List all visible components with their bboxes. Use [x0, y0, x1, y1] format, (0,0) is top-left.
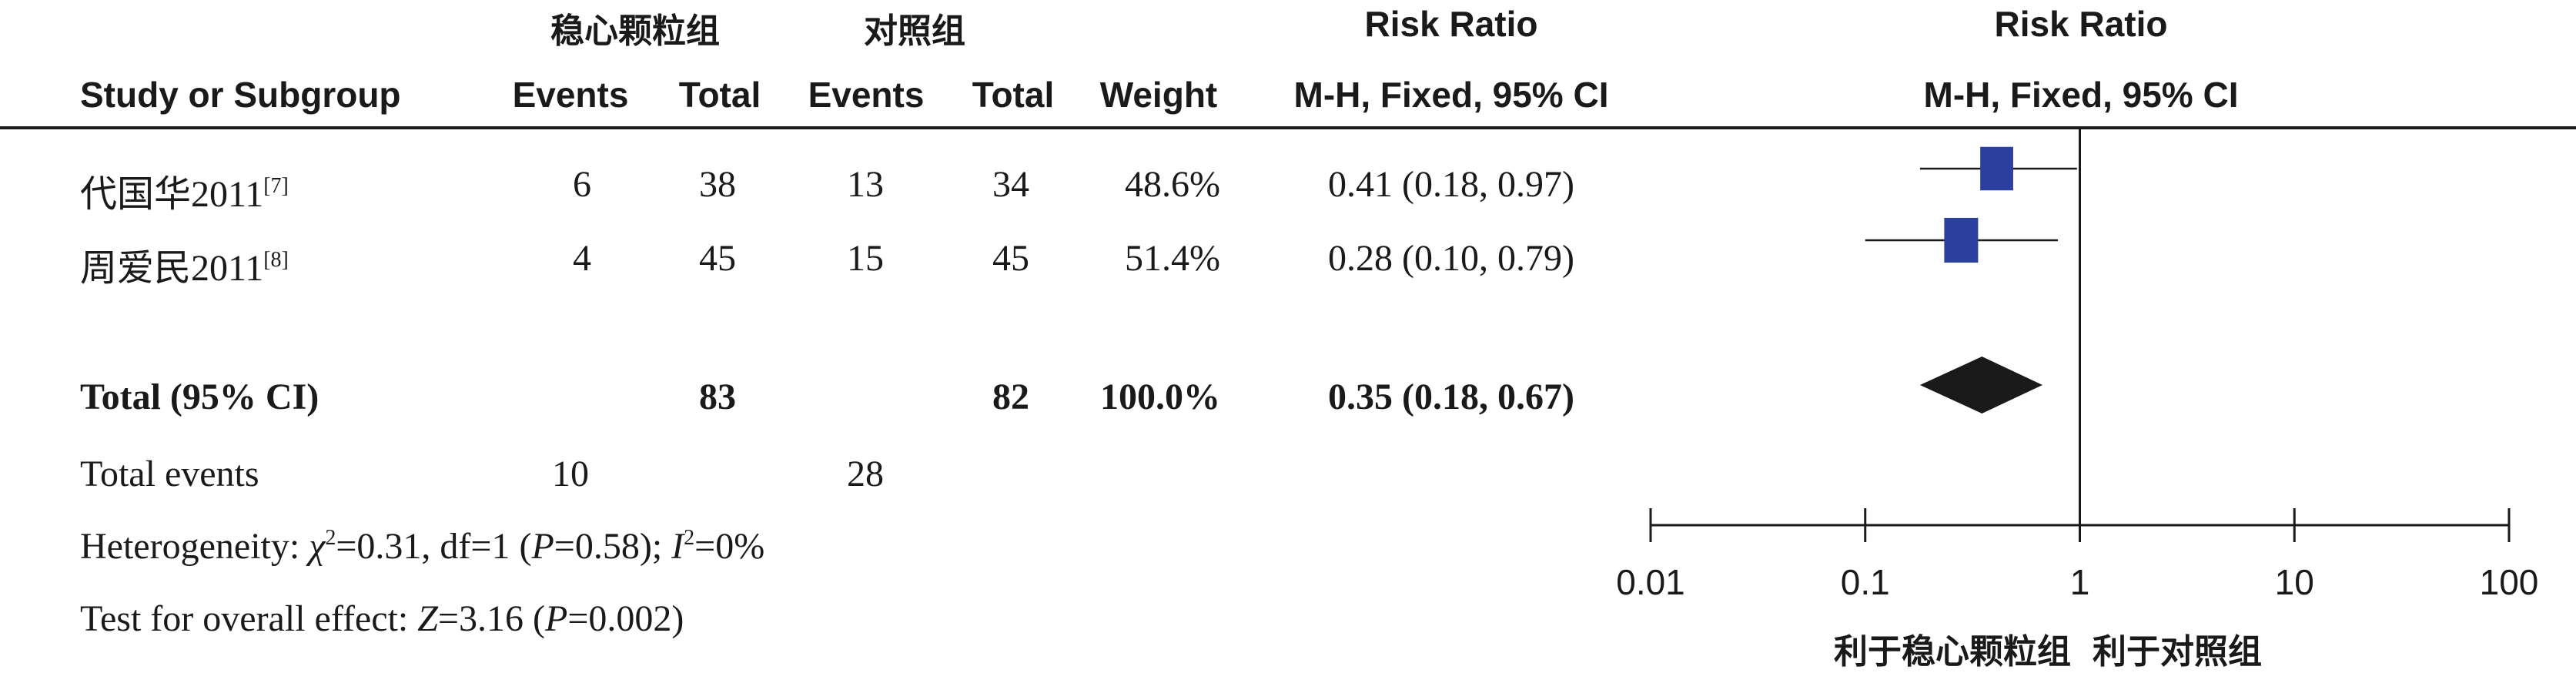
exp-events-2: 4 — [573, 238, 591, 279]
study-name-1: 代国华2011[7] — [80, 174, 289, 215]
x-tick-label: 10 — [2275, 562, 2314, 602]
risk-ratio-method-plot: M-H, Fixed, 95% CI — [1923, 75, 2239, 115]
favours-control-label: 利于对照组 — [2093, 632, 2262, 671]
weight-header: Weight — [1099, 75, 1218, 115]
group-header-control: 对照组 — [864, 12, 965, 51]
experimental-events-header: Events — [512, 75, 629, 115]
risk-ratio-title-plot: Risk Ratio — [1994, 4, 2168, 44]
heterogeneity-text: Heterogeneity: χ2=0.31, df=1 (P=0.58); I… — [80, 526, 765, 567]
ctl-events-sum: 28 — [847, 454, 884, 494]
pooled-diamond — [1919, 357, 2043, 414]
study-ref-2: [8] — [263, 248, 289, 272]
ctl-events-2: 15 — [847, 238, 884, 279]
ci-text-total: 0.35 (0.18, 0.67) — [1328, 377, 1574, 417]
risk-ratio-method-table: M-H, Fixed, 95% CI — [1293, 75, 1609, 115]
weight-2: 51.4% — [1125, 238, 1220, 279]
header-rule — [0, 126, 2576, 129]
group-header-experimental: 稳心颗粒组 — [550, 12, 720, 51]
x-tick-label: 1 — [2070, 562, 2090, 602]
x-tick-label: 0.1 — [1841, 562, 1890, 602]
x-tick-label: 0.01 — [1616, 562, 1685, 602]
study-name-2: 周爱民2011[8] — [80, 248, 289, 289]
experimental-total-header: Total — [678, 75, 761, 115]
weight-total: 100.0% — [1100, 377, 1220, 417]
total-events-label: Total events — [80, 454, 259, 494]
weight-1: 48.6% — [1125, 164, 1220, 205]
ci-text-2: 0.28 (0.10, 0.79) — [1328, 238, 1574, 279]
ctl-events-1: 13 — [847, 164, 884, 205]
exp-total-sum: 83 — [699, 377, 736, 417]
study-column-header: Study or Subgroup — [80, 75, 401, 115]
control-total-header: Total — [972, 75, 1055, 115]
total-label: Total (95% CI) — [80, 377, 319, 417]
ctl-total-2: 45 — [992, 238, 1029, 279]
x-tick-label: 100 — [2480, 562, 2539, 602]
ctl-total-sum: 82 — [992, 377, 1029, 417]
exp-events-sum: 10 — [552, 454, 589, 494]
exp-events-1: 6 — [573, 164, 591, 205]
ctl-total-1: 34 — [992, 164, 1029, 205]
favours-experimental-label: 利于稳心颗粒组 — [1834, 632, 2071, 671]
study-point-estimate — [1944, 217, 1979, 263]
ci-text-1: 0.41 (0.18, 0.97) — [1328, 164, 1574, 205]
study-point-estimate — [1980, 146, 2013, 191]
study-ref-1: [7] — [263, 174, 289, 198]
control-events-header: Events — [808, 75, 925, 115]
risk-ratio-title-table: Risk Ratio — [1364, 4, 1538, 44]
exp-total-2: 45 — [699, 238, 736, 279]
overall-effect-text: Test for overall effect: Z=3.16 (P=0.002… — [80, 598, 684, 639]
exp-total-1: 38 — [699, 164, 736, 205]
